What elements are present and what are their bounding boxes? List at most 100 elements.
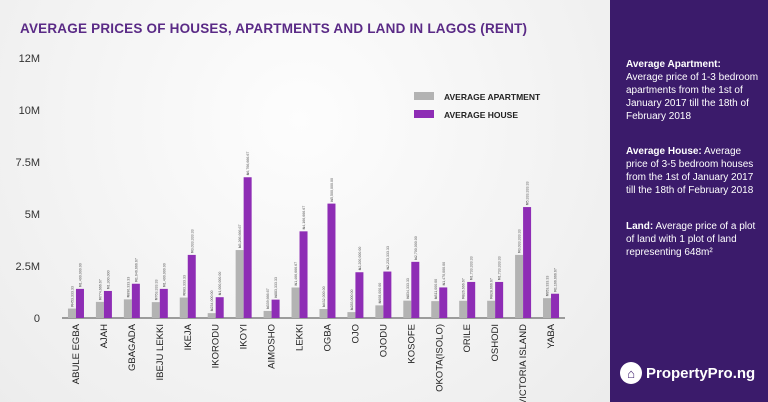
bar-value-label: ₦2,200,000.00 [358, 247, 362, 271]
x-tick-label: OKOTA(ISOLO) [434, 324, 445, 392]
bar-value-label: ₦234,000.00 [210, 291, 214, 312]
bar-apartment [403, 300, 412, 318]
bar-apartment [263, 310, 272, 318]
bar-value-label: ₦1,470,000.00 [442, 262, 446, 286]
bar-value-label: ₦2,233,333.33 [386, 246, 390, 270]
bar-value-label: ₦811,000.00 [434, 279, 438, 299]
bar-house [355, 272, 364, 318]
bar-value-label: ₦608,000.00 [378, 283, 382, 304]
x-tick-label: IBEJU LEKKI [155, 324, 166, 381]
bar-value-label: ₦1,300,000 [106, 270, 110, 289]
bar-value-label: ₦1,466,666.67 [294, 262, 298, 286]
y-tick-label: 5M [25, 209, 40, 221]
x-tick-label: IKEJA [183, 323, 194, 350]
x-tick-label: AJAH [99, 324, 110, 348]
bar-house [215, 297, 224, 318]
bar-house [299, 231, 308, 318]
bar-apartment [207, 313, 216, 318]
x-tick-label: OJO [350, 324, 361, 344]
bar-value-label: ₦826,666.67 [462, 278, 466, 299]
bar-value-label: ₦1,646,666.67 [134, 258, 138, 282]
bar-house [523, 207, 532, 318]
bar-house [75, 288, 84, 318]
bar-value-label: ₦6,766,666.67 [246, 152, 250, 176]
bar-value-label: ₦5,500,000.00 [330, 178, 334, 202]
bar-value-label: ₦953,333.33 [546, 276, 550, 297]
bar-value-label: ₦432,000.00 [322, 286, 326, 307]
x-tick-label: IKORODU [211, 324, 222, 368]
bar-house [467, 281, 476, 318]
bar-value-label: ₦453,333.33 [70, 286, 74, 307]
house-icon: ⌂ [620, 362, 642, 384]
bar-apartment [459, 300, 468, 318]
bar-value-label: ₦5,333,333.33 [526, 181, 530, 205]
bar-house [187, 254, 196, 318]
x-tick-label: OSHODI [490, 324, 501, 361]
bar-apartment [235, 250, 244, 318]
bar-apartment [67, 308, 76, 318]
bar-value-label: ₦1,000,000.00 [218, 272, 222, 296]
bar-chart: 0 2.5M 5M 7.5M 10M 12M ₦453,333.33 ₦1,400,000.0… [16, 53, 565, 402]
bar-value-label: ₦1,400,000.00 [78, 263, 82, 287]
bar-apartment [487, 300, 496, 318]
x-tick-label: LEKKI [295, 324, 306, 351]
bar-value-label: ₦1,733,333.33 [470, 256, 474, 280]
bar-apartment [291, 287, 300, 318]
bar-value-label: ₦339,666.67 [266, 288, 270, 309]
bar-apartment [375, 305, 384, 318]
bar-value-label: ₦883,333.33 [274, 277, 278, 298]
bar-house [103, 290, 112, 318]
x-tick-label: GBAGADA [127, 323, 138, 371]
note-house-text: Average price of 3-5 bedroom houses from… [626, 146, 754, 196]
bar-house [383, 271, 392, 318]
sidebar-notes: Average Apartment: Average price of 1-3 b… [610, 0, 768, 402]
x-tick-label: OGBA [322, 323, 333, 351]
note-land-text: Average price of a plot of land with 1 p… [626, 221, 756, 258]
x-tick-label: YABA [546, 323, 557, 348]
y-tick-label: 2.5M [16, 261, 40, 273]
x-tick-label: VICTORIA ISLAND [518, 324, 529, 402]
bar-apartment [347, 312, 356, 318]
x-tick-label: IKOYI [239, 324, 250, 349]
bar-value-label: ₦1,733,333.33 [498, 256, 502, 280]
note-land-heading: Land: [626, 221, 654, 232]
bar-apartment [123, 299, 132, 318]
bar-house [243, 177, 252, 318]
bar-apartment [179, 297, 188, 318]
y-tick-label: 12M [19, 53, 40, 65]
bar-value-label: ₦828,666.67 [490, 278, 494, 299]
legend-swatch [414, 92, 434, 100]
legend-swatch [414, 110, 434, 118]
bar-house [271, 299, 280, 318]
note-land: Land: Average price of a plot of land wi… [626, 220, 762, 259]
logo-text: PropertyPro.ng [646, 364, 756, 382]
x-tick-label: ORILE [462, 324, 473, 353]
chart-area: AVERAGE PRICES OF HOUSES, APARTMENTS AND… [0, 0, 610, 402]
propertypro-logo: ⌂ PropertyPro.ng [620, 362, 755, 384]
chart-title: AVERAGE PRICES OF HOUSES, APARTMENTS AND… [20, 21, 528, 36]
bar-house [411, 261, 420, 318]
bar-house [439, 287, 448, 318]
bar-value-label: ₦1,166,666.67 [554, 268, 558, 292]
bar-value-label: ₦2,700,000.00 [414, 236, 418, 260]
bar-value-label: ₦3,266,666.67 [238, 224, 242, 248]
bar-value-label: ₦983,333.33 [182, 275, 186, 296]
legend-label: AVERAGE HOUSE [444, 110, 518, 120]
x-tick-label: AIMOSHO [267, 324, 278, 369]
note-apartment: Average Apartment: Average price of 1-3 b… [626, 58, 762, 123]
bar-value-label: ₦4,166,666.67 [302, 206, 306, 230]
y-tick-label: 7.5M [16, 157, 40, 169]
y-tick-label: 10M [19, 105, 40, 117]
bar-apartment [95, 301, 104, 318]
x-tick-label: KOSOFE [406, 324, 417, 364]
y-tick-label: 0 [34, 313, 40, 325]
bar-apartment [151, 302, 160, 318]
bar-value-label: ₦763,333.33 [154, 280, 158, 301]
bar-value-label: ₦834,333.33 [406, 278, 410, 299]
bar-value-label: ₦3,033,333.33 [518, 229, 522, 253]
bar-value-label: ₦1,400,000.00 [162, 263, 166, 287]
legend-label: AVERAGE APARTMENT [444, 92, 541, 102]
bar-apartment [319, 309, 328, 318]
bar-value-label: ₦283,000.00 [350, 290, 354, 311]
bar-house [327, 203, 336, 318]
